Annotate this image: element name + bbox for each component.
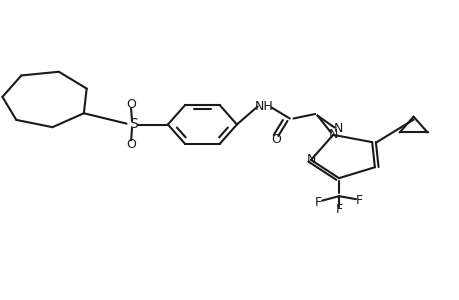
Text: N: N [333, 122, 342, 136]
Text: F: F [314, 196, 321, 209]
Text: O: O [126, 98, 136, 112]
Text: NH: NH [255, 100, 273, 113]
Text: N: N [306, 153, 315, 167]
Text: S: S [129, 118, 138, 131]
Text: O: O [126, 137, 136, 151]
Text: F: F [335, 203, 342, 216]
Text: O: O [270, 133, 280, 146]
Text: F: F [355, 194, 363, 207]
Text: N: N [328, 128, 337, 141]
